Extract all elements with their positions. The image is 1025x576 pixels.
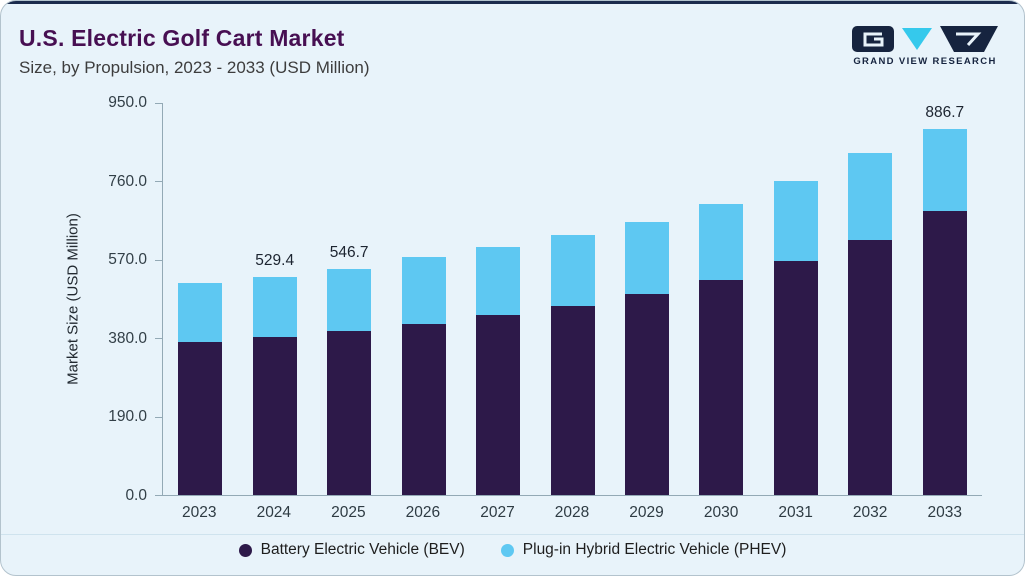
bar-segment-phev [476, 246, 521, 316]
y-tick-label: 380.0 [108, 329, 147, 347]
x-tick-label: 2029 [629, 504, 664, 521]
stacked-bar-2025 [327, 269, 372, 495]
bar-segment-bev [178, 341, 223, 495]
y-tick-label: 190.0 [108, 408, 147, 426]
x-tick-label: 2030 [703, 504, 739, 521]
y-tick-label: 950.0 [108, 94, 147, 111]
legend-separator [1, 534, 1024, 535]
x-tick-label: 2027 [480, 504, 515, 521]
legend: Battery Electric Vehicle (BEV) Plug-in H… [1, 541, 1024, 559]
stacked-bar-2029 [624, 222, 669, 495]
x-tick-label: 2023 [182, 504, 217, 521]
bar-segment-phev [848, 153, 893, 240]
stacked-bar-2031 [773, 180, 818, 495]
x-axis-tick-labels: 2023 2024 2025 2026 2027 2028 2029 2030 2031 2032… [162, 504, 982, 524]
bar-segment-bev [922, 211, 967, 495]
bar-segment-phev [624, 222, 669, 295]
y-tick-mark [155, 416, 163, 418]
x-tick-label: 2025 [331, 504, 366, 521]
bar-segment-bev [699, 280, 744, 495]
logo-g-icon [852, 26, 894, 52]
y-tick-mark [155, 259, 163, 261]
x-tick-label: 2026 [405, 504, 441, 521]
bar-segment-phev [699, 204, 744, 281]
stacked-bar-2033 [922, 129, 967, 495]
bar-segment-bev [327, 331, 372, 495]
stacked-bar-2030 [699, 204, 744, 495]
x-tick-label: 2031 [778, 504, 813, 521]
stacked-bar-2027 [476, 246, 521, 495]
bar-segment-phev [401, 257, 446, 324]
bar-segment-phev [252, 276, 297, 338]
x-tick-label: 2024 [256, 504, 292, 521]
stacked-bar-2032 [848, 153, 893, 495]
bar-value-label: 529.4 [255, 251, 295, 269]
legend-dot-phev-icon [500, 543, 514, 557]
legend-item-bev: Battery Electric Vehicle (BEV) [238, 541, 465, 559]
bar-value-label: 886.7 [925, 104, 965, 122]
stacked-bar-2024 [252, 276, 297, 495]
y-axis-tick-labels: 950.0 760.0 570.0 380.0 190.0 0.0 [1, 94, 147, 504]
page-subtitle: Size, by Propulsion, 2023 - 2033 (USD Mi… [19, 58, 370, 77]
stacked-bar-2023 [178, 283, 223, 495]
y-tick-mark [155, 181, 163, 183]
x-tick-label: 2028 [554, 504, 590, 521]
bar-segment-phev [327, 269, 372, 332]
legend-label-phev: Plug-in Hybrid Electric Vehicle (PHEV) [522, 541, 787, 558]
page-title: U.S. Electric Golf Cart Market [19, 25, 345, 51]
legend-dot-bev-icon [238, 543, 252, 557]
y-tick-label: 570.0 [108, 251, 147, 269]
top-accent-bar [1, 1, 1024, 4]
bar-segment-bev [401, 323, 446, 495]
y-tick-label: 760.0 [108, 172, 147, 190]
legend-item-phev: Plug-in Hybrid Electric Vehicle (PHEV) [500, 541, 787, 559]
bar-segment-bev [476, 315, 521, 495]
bar-segment-bev [773, 261, 818, 495]
logo-text: GRAND VIEW RESEARCH [853, 56, 997, 67]
legend-label-bev: Battery Electric Vehicle (BEV) [260, 541, 465, 558]
plot-area: 529.4 546.7 886.7 [155, 103, 982, 496]
stacked-bar-2028 [550, 235, 595, 495]
bar-segment-phev [922, 129, 967, 212]
x-tick-label: 2032 [852, 504, 888, 521]
gvr-logo: GRAND VIEW RESEARCH [850, 25, 1000, 67]
y-tick-mark [155, 495, 163, 496]
bar-segment-bev [550, 305, 595, 495]
y-tick-mark [155, 103, 163, 104]
logo-r-icon [940, 26, 998, 52]
gvr-logo-mark [852, 26, 998, 52]
y-tick-mark [155, 338, 163, 340]
bar-segment-phev [773, 180, 818, 262]
y-tick-label: 0.0 [125, 487, 147, 504]
bar-value-label: 546.7 [329, 244, 369, 262]
logo-v-icon [902, 28, 932, 50]
bar-segment-bev [848, 239, 893, 495]
bar-segment-phev [550, 235, 595, 306]
bar-segment-bev [624, 294, 669, 495]
bar-segment-bev [252, 337, 297, 495]
x-tick-label: 2033 [927, 504, 962, 521]
bar-segment-phev [178, 283, 223, 342]
stacked-bar-2026 [401, 257, 446, 495]
